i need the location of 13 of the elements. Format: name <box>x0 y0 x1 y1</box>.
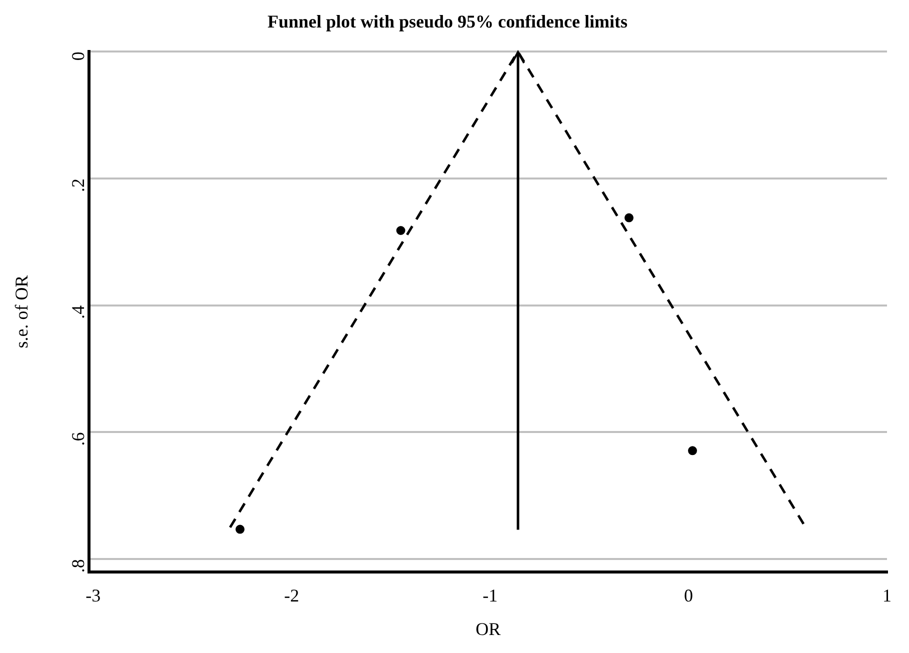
x-tick-label: -3 <box>86 585 101 606</box>
y-tick-label: .2 <box>68 178 88 192</box>
y-tick-label: .8 <box>68 559 88 573</box>
y-tick-label: 0 <box>68 52 88 61</box>
chart-title: Funnel plot with pseudo 95% confidence limits <box>267 11 628 32</box>
x-tick-label: 1 <box>882 585 892 606</box>
x-tick-label: -2 <box>284 585 300 606</box>
y-tick-label: .4 <box>68 305 88 319</box>
y-axis-title: s.e. of OR <box>12 275 32 348</box>
x-tick-label: -1 <box>482 585 498 606</box>
x-axis-title: OR <box>476 618 501 639</box>
y-tick-label: .6 <box>68 432 88 446</box>
x-tick-label: 0 <box>684 585 694 606</box>
